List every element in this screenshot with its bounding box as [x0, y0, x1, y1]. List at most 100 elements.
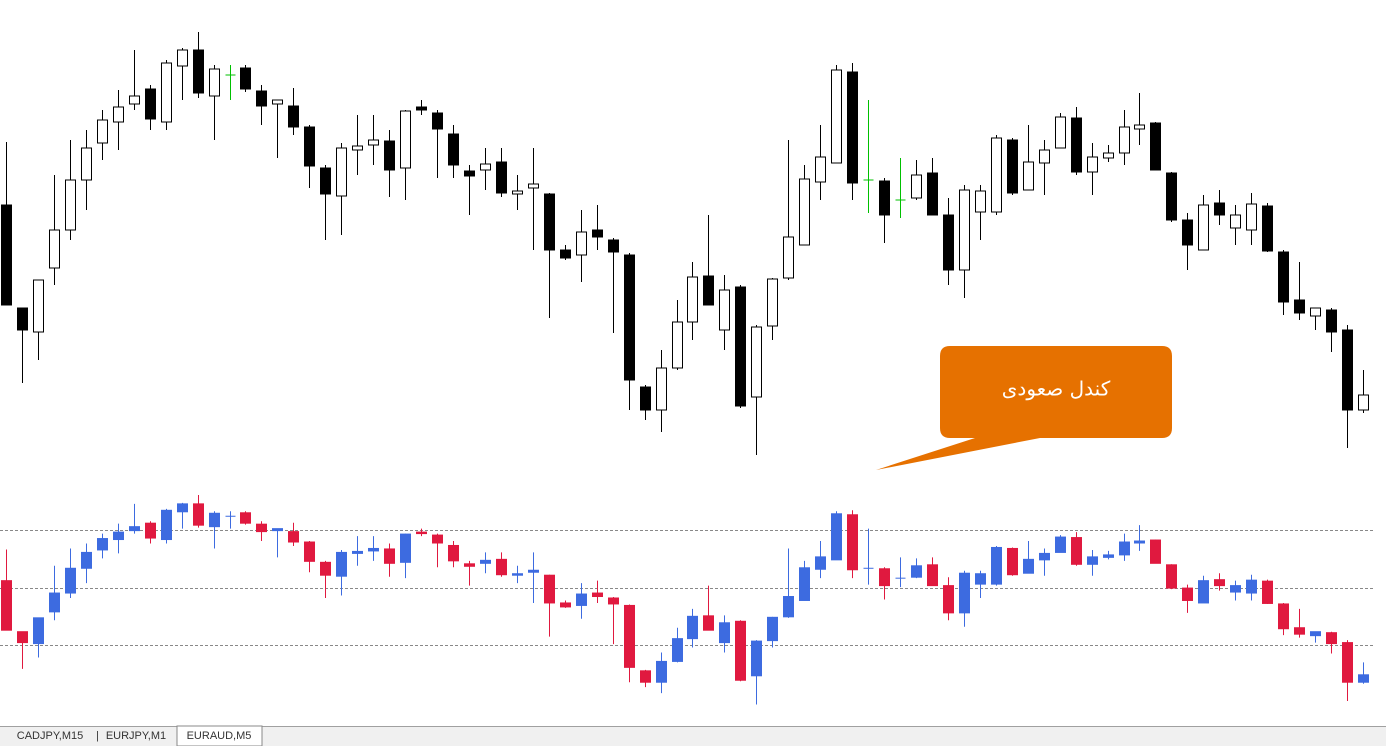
candle-body — [1198, 580, 1209, 604]
candle-body — [608, 239, 619, 253]
candle-body — [975, 573, 986, 585]
candle-body — [145, 88, 156, 120]
candle-body — [400, 533, 411, 563]
candle-body — [799, 567, 810, 601]
candle-body — [1, 580, 12, 631]
active-tab[interactable] — [176, 725, 263, 746]
candle-body — [1342, 642, 1353, 683]
candle-body — [1119, 541, 1130, 556]
candle-body — [368, 547, 379, 552]
candle-body — [97, 538, 108, 551]
candle-body — [1055, 116, 1066, 149]
candle-body — [592, 229, 603, 238]
candle-body — [1150, 539, 1161, 564]
candle-body — [783, 236, 794, 279]
candle-body — [991, 137, 1002, 213]
candle-body — [272, 99, 283, 105]
candle-body — [336, 147, 347, 197]
candle-body — [719, 289, 730, 331]
candle-body — [751, 640, 762, 677]
candle-body — [672, 638, 683, 662]
candle-body — [129, 526, 140, 532]
tab[interactable]: EURJPY,M1 — [106, 730, 166, 742]
candle-body — [1087, 556, 1098, 565]
candle-body — [1182, 587, 1193, 601]
candle-body — [288, 105, 299, 128]
candle-body — [672, 321, 683, 369]
candle-body — [847, 71, 858, 184]
candle-body — [177, 503, 188, 513]
candle-body — [959, 189, 970, 271]
candle-body — [1246, 579, 1257, 594]
tab-bar — [0, 726, 1386, 746]
candle-body — [927, 564, 938, 587]
candle-body — [751, 326, 762, 398]
callout — [876, 346, 1172, 470]
candle-body — [464, 170, 475, 177]
candle-body — [97, 119, 108, 144]
tab[interactable]: EURAUD,M5 — [187, 730, 252, 742]
candle-body — [735, 286, 746, 407]
candle-body — [911, 565, 922, 578]
candle-body — [240, 67, 251, 90]
candle-body — [240, 512, 251, 524]
candle-body — [1214, 579, 1225, 587]
candle-body — [352, 145, 363, 151]
candle-body — [65, 179, 76, 231]
candle-body — [735, 620, 746, 681]
candle-body — [1007, 547, 1018, 576]
candle-body — [161, 509, 172, 541]
candle-body — [496, 161, 507, 194]
candle-body — [911, 174, 922, 199]
candle-body — [17, 307, 28, 331]
candle-body — [1326, 632, 1337, 645]
candle-body — [256, 523, 267, 533]
candle-body — [991, 546, 1002, 585]
candle-body — [783, 596, 794, 618]
candle-body — [608, 597, 619, 605]
candle-body — [640, 670, 651, 683]
candle-body — [1278, 251, 1289, 303]
candle-body — [1230, 585, 1241, 593]
candle-body — [1166, 172, 1177, 221]
candle-body — [1278, 603, 1289, 630]
candle-body — [687, 615, 698, 640]
candle-body — [448, 544, 459, 562]
candle-body — [1055, 536, 1066, 553]
callout-text: کندل صعودی — [1002, 377, 1111, 401]
candle-body — [480, 163, 491, 171]
candle-body — [1246, 203, 1257, 231]
tab[interactable]: CADJPY,M15 — [17, 730, 83, 742]
candle-body — [336, 551, 347, 577]
candle-body — [624, 604, 635, 668]
candle-body — [496, 558, 507, 576]
candle-body — [512, 190, 523, 195]
candle-body — [304, 126, 315, 167]
candle-body — [256, 90, 267, 107]
candle-body — [1071, 117, 1082, 173]
candle-body — [1358, 394, 1369, 411]
candle-body — [288, 531, 299, 543]
candle-body — [1294, 627, 1305, 635]
candle-body — [1166, 564, 1177, 589]
candle-body — [943, 585, 954, 614]
candle-body — [528, 569, 539, 573]
candle-body — [879, 180, 890, 216]
candle-body — [560, 602, 571, 608]
candle-body — [1294, 299, 1305, 314]
candle-body — [799, 178, 810, 246]
candle-body — [528, 183, 539, 189]
candle-body — [17, 631, 28, 644]
candle-body — [448, 133, 459, 166]
candle-body — [687, 276, 698, 323]
candle-body — [560, 249, 571, 259]
candle-body — [927, 172, 938, 216]
candle-body — [767, 616, 778, 642]
candle-body — [209, 68, 220, 97]
candle-body — [943, 214, 954, 271]
candle-body — [1087, 156, 1098, 173]
candle-body — [480, 559, 491, 564]
candle-body — [847, 514, 858, 571]
candle-body — [1214, 202, 1225, 216]
candle-body — [320, 561, 331, 576]
